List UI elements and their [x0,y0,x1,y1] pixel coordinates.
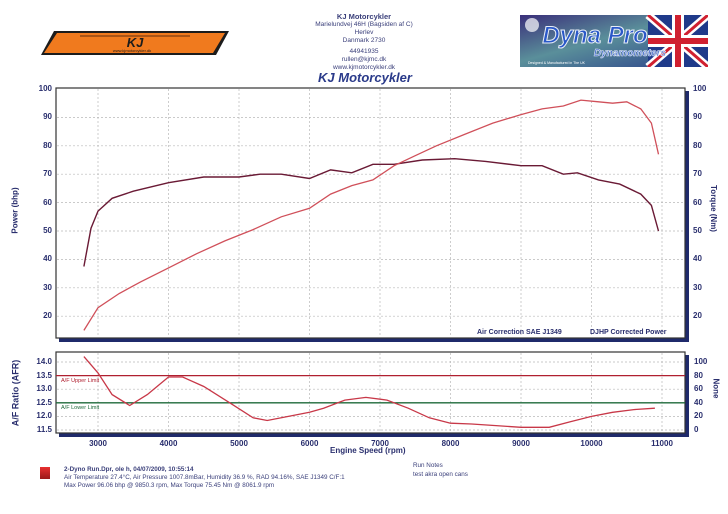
x-tick-label: 5000 [230,439,248,448]
main-panel-right-shadow [684,91,689,342]
torque-tick-label: 60 [693,197,702,207]
torque-curve [83,157,660,267]
power-tick-label: 100 [38,84,52,93]
power-tick-label: 40 [43,254,52,264]
main-plot-area [55,87,686,339]
afr-tick-label: 13.0 [36,384,52,394]
dynapro-tagline: Designed & Manufactured in The UK [528,61,586,65]
none-tick-label: 20 [694,411,703,421]
power-tick-label: 90 [43,112,52,122]
x-tick-label: 9000 [512,439,530,448]
email-address: rullen@kjmc.dk [341,56,387,63]
chart-title: KJ Motorcykler [318,70,412,85]
torque-tick-label: 80 [693,140,702,150]
x-axis-title: Engine Speed (rpm) [330,446,406,455]
company-name: KJ Motorcykler [336,12,392,21]
kj-logo: KJ www.kjmotorcykler.dk [40,30,230,56]
none-axis-title: None [711,378,721,399]
dynapro-title: Dyna Pro [542,22,647,49]
afr-tick-label: 12.5 [36,397,52,407]
none-tick-label: 100 [694,357,708,366]
power-tick-label: 20 [43,311,52,321]
afr-curve [83,356,655,428]
address-line-2: Herlev [354,29,374,36]
power-curve [83,99,660,331]
torque-axis-title: Torque (Nm) [708,185,718,232]
torque-tick-label: 20 [693,311,702,321]
torque-tick-label: 100 [693,84,707,93]
torque-tick-label: 90 [693,112,702,122]
upper-limit-label: A/F Upper Limit [61,378,100,384]
dynapro-logo: Dyna Pro Dynamometers Designed & Manufac… [520,11,711,71]
none-tick-label: 40 [694,397,703,407]
main-grid [57,89,684,337]
website: www.kjmotorcykler.dk [332,64,396,71]
x-tick-label: 8000 [441,439,460,448]
power-tick-label: 30 [43,282,52,292]
x-tick-label: 4000 [159,439,178,448]
torque-tick-label: 30 [693,282,702,292]
main-panel-bottom-shadow [59,337,689,342]
afr-tick-label: 13.5 [36,370,52,380]
torque-tick-label: 40 [693,254,702,264]
none-tick-label: 80 [694,370,703,380]
torque-tick-label: 50 [693,226,702,235]
afr-tick-label: 14.0 [36,357,52,366]
address-line-3: Danmark 2730 [342,37,386,44]
corrected-power-label: DJHP Corrected Power [590,329,667,336]
air-correction-label: Air Correction SAE J1349 [477,329,562,336]
power-tick-label: 70 [43,169,52,179]
run-conditions: Air Temperature 27.4°C, Air Pressure 100… [64,474,345,481]
kj-logo-text: KJ [127,35,144,50]
power-axis-title: Power (bhp) [10,187,20,234]
power-tick-label: 50 [43,226,52,235]
none-tick-label: 60 [694,384,703,394]
afr-axis-title: A/F Ratio (AFR) [10,359,21,427]
address-line-1: Marielundvej 46H (Bagsiden af C) [315,21,413,28]
x-tick-label: 11000 [651,439,673,448]
afr-panel-bottom-shadow [59,432,689,437]
power-tick-label: 80 [43,140,52,150]
x-tick-label: 7000 [371,439,389,448]
run-color-swatch [40,467,50,479]
x-tick-label: 3000 [89,439,107,448]
dynapro-subtitle: Dynamometers [594,48,667,59]
x-tick-label: 6000 [300,439,319,448]
run-max-values: Max Power 96.06 bhp @ 9850.3 rpm, Max To… [64,482,275,489]
power-tick-label: 60 [43,197,52,207]
kj-logo-subtext: www.kjmotorcykler.dk [113,48,151,53]
x-tick-label: 10000 [580,439,603,448]
none-tick-label: 0 [694,425,699,434]
afr-tick-label: 11.5 [36,425,52,434]
run-info: 2-Dyno Run.Dpr, ole h, 04/07/2009, 10:55… [64,466,194,473]
afr-tick-label: 12.0 [36,411,52,421]
afr-panel-right-shadow [684,355,689,437]
torque-tick-label: 70 [693,169,702,179]
run-notes-text: test akra open cans [413,471,468,478]
phone-number: 44941935 [349,48,379,55]
lower-limit-label: A/F Lower Limit [61,405,100,411]
run-notes-label: Run Notes [413,462,443,469]
